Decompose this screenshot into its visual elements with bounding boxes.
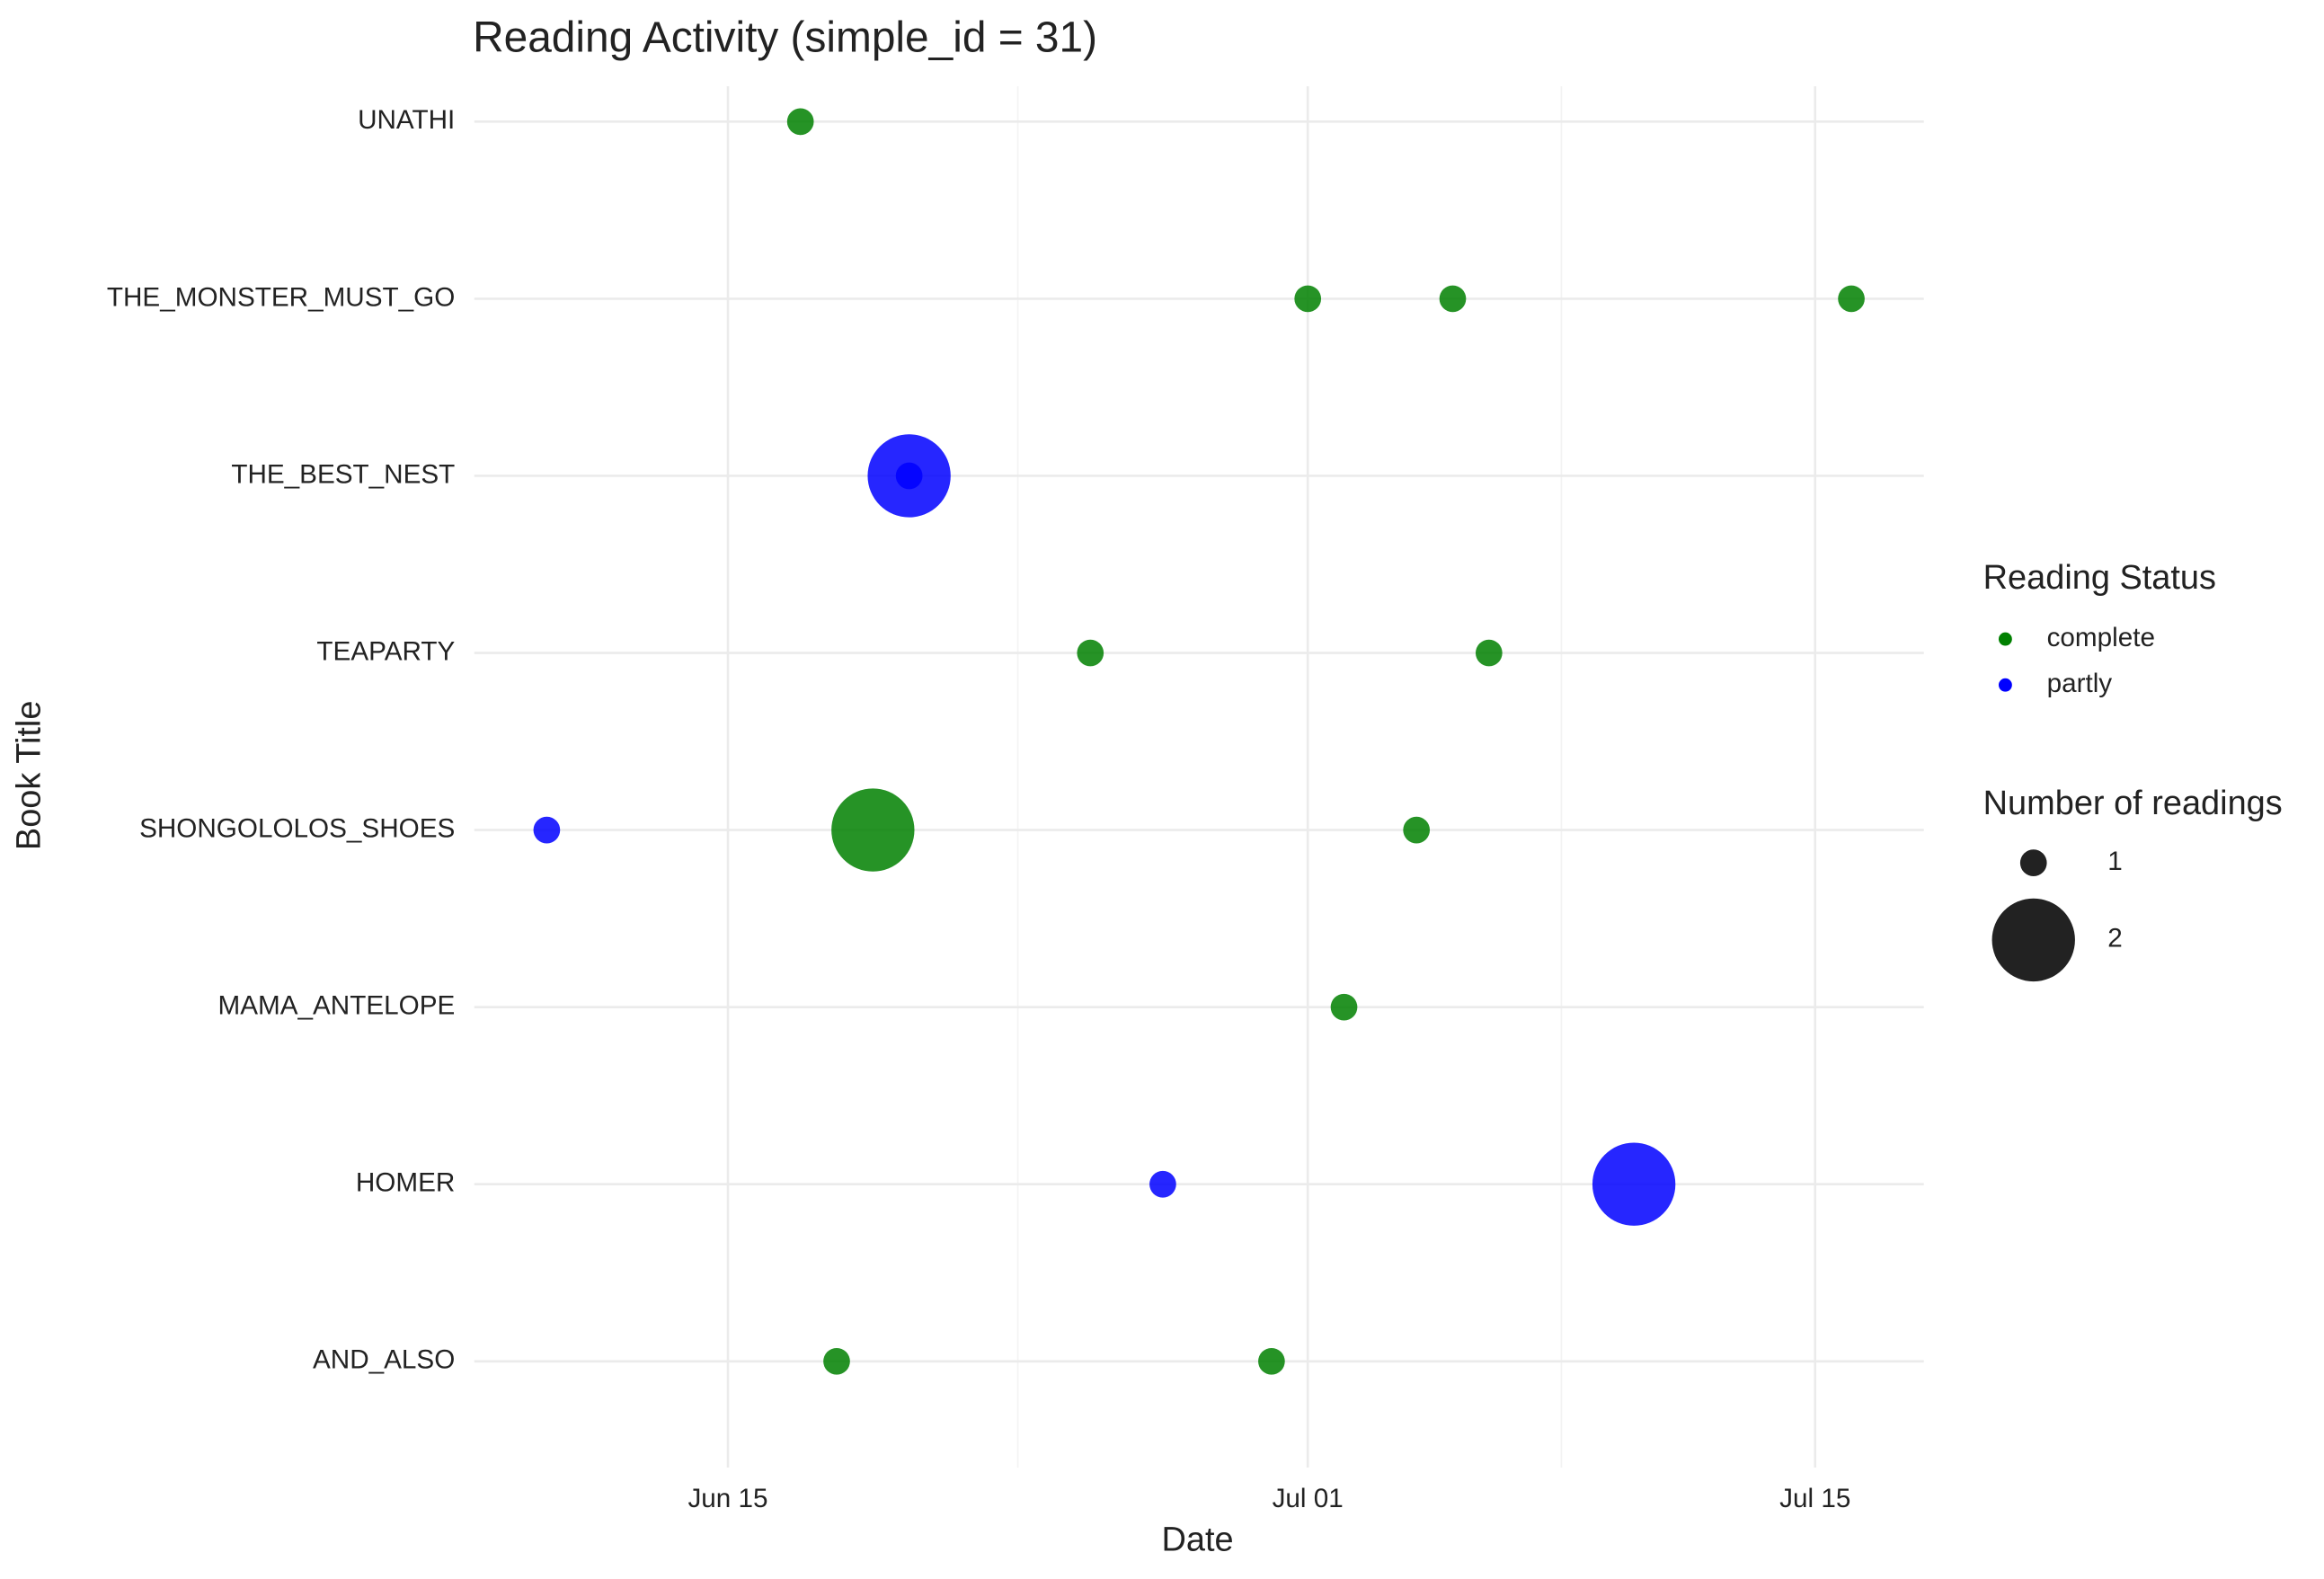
point	[823, 1347, 850, 1375]
y-tick-label: UNATHI	[358, 105, 455, 135]
point	[895, 462, 923, 490]
point	[786, 108, 814, 136]
chart-title: Reading Activity (simple_id = 31)	[473, 13, 1097, 61]
point	[533, 816, 561, 844]
legend-swatch	[1998, 678, 2012, 692]
y-tick-label: THE_BEST_NEST	[231, 459, 455, 489]
point	[1330, 993, 1358, 1021]
legend-swatch	[1998, 632, 2012, 646]
size-legend-swatch	[1991, 898, 2075, 982]
y-tick-label: TEAPARTY	[316, 636, 455, 666]
point	[1294, 285, 1322, 313]
legend-label: partly	[2047, 669, 2113, 698]
y-tick-label: THE_MONSTER_MUST_GO	[107, 282, 455, 312]
y-axis-title: Book Title	[11, 701, 49, 851]
size-legend-title: Number of readings	[1983, 785, 2283, 822]
point	[1475, 639, 1503, 667]
size-legend-swatch	[2019, 849, 2047, 876]
legend-title: Reading Status	[1983, 559, 2216, 597]
size-legend-label: 2	[2107, 924, 2123, 954]
point	[831, 788, 915, 872]
x-tick-label: Jun 15	[687, 1484, 767, 1513]
y-tick-label: MAMA_ANTELOPE	[217, 991, 455, 1021]
y-tick-label: AND_ALSO	[313, 1345, 455, 1375]
point	[1592, 1142, 1676, 1226]
y-tick-label: HOMER	[356, 1168, 455, 1198]
point	[1403, 816, 1431, 844]
point	[1149, 1170, 1176, 1198]
x-tick-label: Jul 01	[1273, 1484, 1344, 1513]
point	[1439, 285, 1467, 313]
legend-label: complete	[2047, 623, 2155, 652]
point	[1077, 639, 1104, 667]
x-axis-title: Date	[1162, 1521, 1234, 1559]
point	[1258, 1347, 1285, 1375]
size-legend-label: 1	[2107, 847, 2123, 876]
y-tick-label: SHONGOLOLOS_SHOES	[139, 813, 455, 843]
x-tick-label: Jul 15	[1779, 1484, 1850, 1513]
point	[1838, 285, 1865, 313]
